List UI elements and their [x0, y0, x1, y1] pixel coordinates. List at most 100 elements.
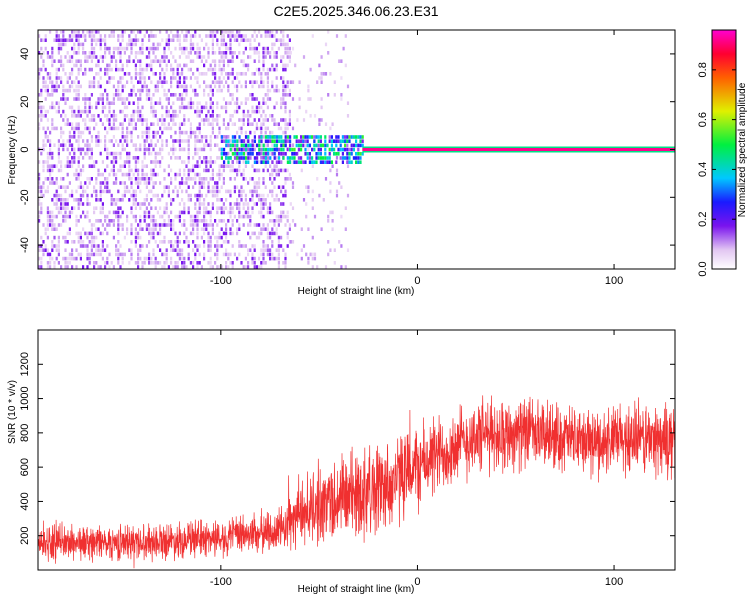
heatmap-cell [203, 252, 206, 257]
heatmap-cell [46, 235, 49, 240]
heatmap-cell [55, 164, 58, 168]
heatmap-cell [218, 84, 221, 89]
heatmap-cell [119, 168, 122, 173]
heatmap-cell [262, 261, 265, 265]
heatmap-cell [123, 114, 126, 118]
heatmap-cell [110, 198, 113, 202]
heatmap-cell [106, 130, 109, 135]
heatmap-cell [57, 206, 60, 210]
heatmap-cell [93, 235, 96, 240]
heatmap-cell [302, 139, 305, 143]
heatmap-cell [273, 88, 276, 93]
heatmap-cell [46, 210, 49, 215]
heatmap-cell [71, 156, 74, 160]
heatmap-cell [192, 185, 195, 189]
heatmap-cell [280, 101, 283, 105]
heatmap-cell [79, 168, 82, 173]
heatmap-cell [249, 143, 252, 148]
heatmap-cell [284, 51, 287, 55]
heatmap-cell [222, 240, 225, 244]
heatmap-cell [271, 84, 274, 89]
heatmap-cell [77, 88, 80, 93]
heatmap-cell [253, 160, 256, 164]
heatmap-cell [282, 143, 285, 148]
heatmap-cell [211, 160, 214, 164]
heatmap-cell [139, 67, 142, 72]
heatmap-cell [211, 42, 214, 47]
heatmap-cell [209, 189, 212, 194]
heatmap-cell [71, 210, 74, 215]
heatmap-cell [280, 135, 283, 139]
heatmap-cell [68, 59, 71, 63]
heatmap-cell [260, 34, 263, 38]
heatmap-cell [196, 55, 199, 59]
heatmap-cell [240, 84, 243, 89]
heatmap-cell [328, 147, 331, 152]
heatmap-cell [55, 72, 58, 76]
heatmap-cell [90, 147, 93, 152]
heatmap-cell [205, 164, 208, 168]
heatmap-cell [359, 135, 362, 139]
heatmap-cell [196, 67, 199, 72]
heatmap-cell [165, 114, 168, 118]
heatmap-cell [141, 244, 144, 248]
heatmap-cell [44, 38, 47, 42]
heatmap-cell [225, 101, 228, 105]
heatmap-cell [209, 235, 212, 240]
heatmap-cell [170, 181, 173, 185]
heatmap-cell [293, 160, 296, 164]
heatmap-cell [90, 80, 93, 84]
heatmap-cell [66, 164, 69, 168]
heatmap-cell [209, 256, 212, 261]
heatmap-cell [71, 46, 74, 51]
heatmap-cell [57, 252, 60, 257]
heatmap-cell [251, 84, 254, 89]
heatmap-cell [324, 122, 328, 126]
heatmap-cell [51, 55, 54, 59]
heatmap-cell [82, 72, 85, 76]
heatmap-cell [93, 210, 96, 215]
heatmap-cell [282, 185, 285, 189]
heatmap-cell [108, 219, 111, 223]
heatmap-cell [209, 84, 212, 89]
heatmap-cell [88, 130, 91, 135]
heatmap-cell [258, 185, 261, 189]
heatmap-cell [282, 210, 285, 215]
heatmap-cell [79, 235, 82, 240]
heatmap-cell [38, 67, 41, 72]
heatmap-cell [176, 30, 179, 34]
heatmap-cell [271, 143, 274, 147]
heatmap-cell [154, 265, 157, 269]
heatmap-cell [266, 227, 269, 231]
heatmap-cell [137, 231, 140, 236]
heatmap-cell [286, 147, 289, 152]
heatmap-cell [328, 139, 331, 143]
heatmap-cell [255, 202, 258, 206]
heatmap-cell [121, 30, 124, 34]
heatmap-cell [320, 72, 323, 76]
heatmap-cell [119, 223, 122, 227]
heatmap-cell [40, 265, 43, 269]
heatmap-cell [66, 38, 69, 42]
heatmap-cell [42, 240, 45, 244]
heatmap-cell [229, 101, 232, 105]
heatmap-cell [227, 30, 230, 34]
heatmap-cell [121, 252, 124, 257]
heatmap-cell [346, 152, 349, 156]
heatmap-cell [203, 63, 206, 68]
heatmap-cell [322, 198, 325, 202]
heatmap-cell [51, 93, 54, 97]
heatmap-cell [247, 109, 250, 114]
heatmap-cell [313, 139, 316, 143]
heatmap-cell [104, 88, 107, 93]
heatmap-cell [291, 240, 295, 244]
heatmap-cell [148, 126, 151, 131]
heatmap-cell [231, 139, 234, 143]
heatmap-cell [297, 160, 300, 164]
heatmap-cell [42, 51, 45, 55]
heatmap-cell [137, 185, 140, 189]
heatmap-cell [178, 168, 181, 173]
heatmap-cell [75, 38, 78, 42]
heatmap-cell [183, 76, 186, 80]
heatmap-cell [167, 214, 170, 219]
